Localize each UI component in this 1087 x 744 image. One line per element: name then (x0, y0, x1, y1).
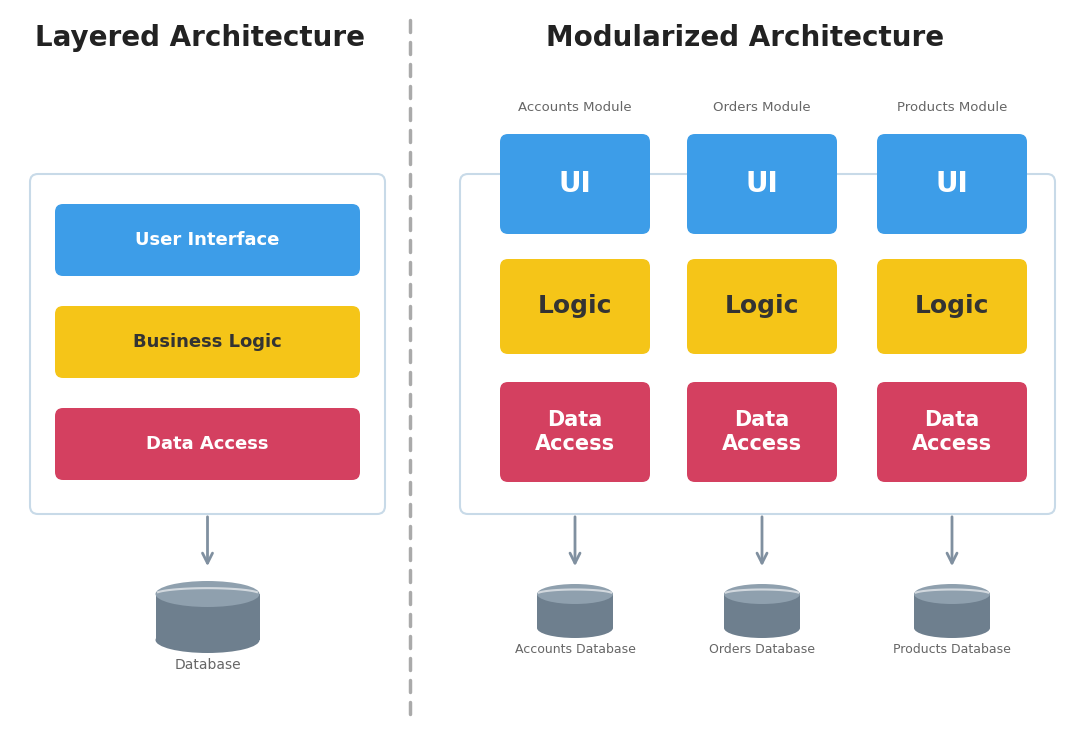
Text: Data
Access: Data Access (722, 410, 802, 455)
FancyBboxPatch shape (724, 594, 800, 628)
Text: Products Module: Products Module (897, 101, 1008, 114)
FancyBboxPatch shape (914, 594, 990, 628)
Text: Orders Database: Orders Database (709, 643, 815, 656)
FancyBboxPatch shape (500, 382, 650, 482)
Text: Data Access: Data Access (147, 435, 268, 453)
Text: UI: UI (746, 170, 778, 198)
FancyBboxPatch shape (687, 382, 837, 482)
FancyBboxPatch shape (537, 594, 613, 628)
Ellipse shape (914, 618, 990, 638)
Text: Data
Access: Data Access (535, 410, 615, 455)
FancyBboxPatch shape (55, 306, 360, 378)
Text: Logic: Logic (915, 295, 989, 318)
Text: Orders Module: Orders Module (713, 101, 811, 114)
Text: Modularized Architecture: Modularized Architecture (546, 24, 945, 52)
FancyBboxPatch shape (877, 259, 1027, 354)
FancyBboxPatch shape (500, 134, 650, 234)
FancyBboxPatch shape (460, 174, 1055, 514)
Text: Database: Database (174, 658, 241, 672)
FancyBboxPatch shape (877, 382, 1027, 482)
Text: Layered Architecture: Layered Architecture (35, 24, 365, 52)
Text: UI: UI (936, 170, 969, 198)
Text: User Interface: User Interface (135, 231, 279, 249)
FancyBboxPatch shape (55, 204, 360, 276)
Text: Logic: Logic (538, 295, 612, 318)
FancyBboxPatch shape (877, 134, 1027, 234)
Ellipse shape (537, 584, 613, 604)
Ellipse shape (155, 627, 260, 653)
Text: Accounts Database: Accounts Database (514, 643, 636, 656)
Text: Business Logic: Business Logic (133, 333, 282, 351)
FancyBboxPatch shape (687, 134, 837, 234)
Ellipse shape (914, 584, 990, 604)
FancyBboxPatch shape (155, 594, 260, 640)
Ellipse shape (724, 618, 800, 638)
FancyBboxPatch shape (687, 259, 837, 354)
Text: Products Database: Products Database (894, 643, 1011, 656)
Text: Accounts Module: Accounts Module (518, 101, 632, 114)
Ellipse shape (155, 581, 260, 607)
FancyBboxPatch shape (55, 408, 360, 480)
FancyBboxPatch shape (30, 174, 385, 514)
Text: Logic: Logic (725, 295, 799, 318)
Ellipse shape (724, 584, 800, 604)
Text: Data
Access: Data Access (912, 410, 992, 455)
Text: UI: UI (559, 170, 591, 198)
FancyBboxPatch shape (500, 259, 650, 354)
Ellipse shape (537, 618, 613, 638)
